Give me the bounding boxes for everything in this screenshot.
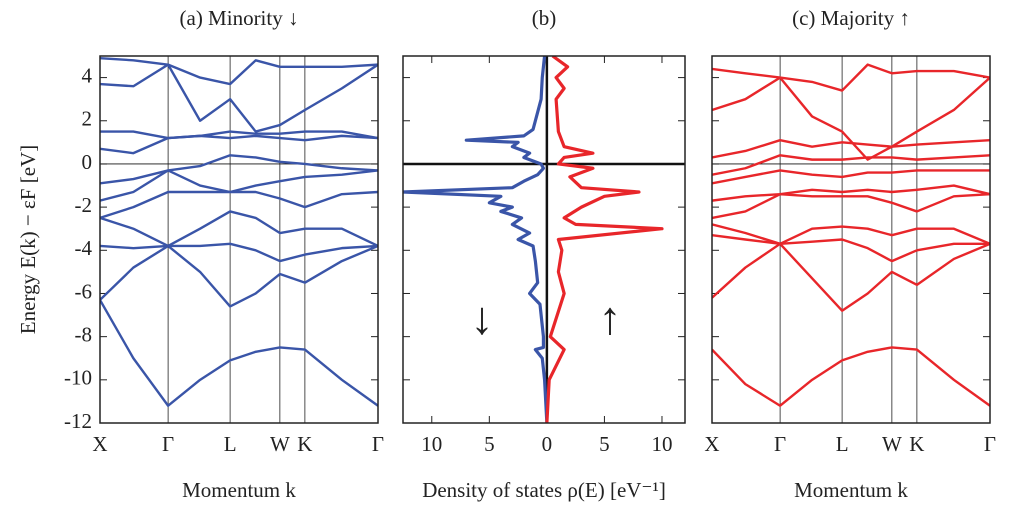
x-tick-label: 5 bbox=[599, 432, 610, 456]
band-line bbox=[100, 242, 378, 263]
band-line bbox=[100, 299, 378, 407]
band-line bbox=[100, 169, 378, 202]
band-line bbox=[712, 346, 990, 407]
plot-frame bbox=[402, 55, 686, 424]
y-tick-label: -8 bbox=[75, 322, 93, 346]
band-line bbox=[712, 169, 990, 185]
x-axis-label: Momentum k bbox=[794, 478, 908, 502]
band-line bbox=[712, 76, 990, 161]
x-tick-label: X bbox=[704, 432, 719, 456]
x-tick-label: Γ bbox=[162, 432, 174, 456]
x-tick-label: Γ bbox=[984, 432, 996, 456]
band-line bbox=[100, 190, 378, 220]
dos-line bbox=[403, 56, 549, 423]
x-tick-label: 0 bbox=[542, 432, 553, 456]
band-line bbox=[100, 134, 378, 155]
band-line bbox=[712, 138, 990, 159]
x-tick-label: 10 bbox=[421, 432, 442, 456]
panel-title: (c) Majority ↑ bbox=[792, 6, 910, 30]
band-line bbox=[100, 56, 378, 86]
y-tick-label: -10 bbox=[64, 366, 92, 390]
band-line bbox=[100, 244, 378, 308]
band-line bbox=[100, 130, 378, 140]
panel-title: (a) Minority ↓ bbox=[180, 6, 299, 30]
x-axis-label: Density of states ρ(E) [eV⁻¹] bbox=[422, 478, 666, 502]
band-line bbox=[712, 154, 990, 176]
x-axis-label: Momentum k bbox=[182, 478, 296, 502]
annotation: ↑ bbox=[599, 293, 622, 344]
band-line bbox=[100, 210, 378, 248]
annotation: ↓ bbox=[471, 293, 494, 344]
dos-line bbox=[545, 56, 664, 423]
x-tick-label: W bbox=[882, 432, 902, 456]
band-line bbox=[712, 63, 990, 92]
y-tick-label: 4 bbox=[82, 63, 93, 87]
band-line bbox=[100, 63, 378, 133]
x-tick-label: Γ bbox=[774, 432, 786, 456]
y-tick-label: -2 bbox=[75, 193, 93, 217]
y-tick-label: -6 bbox=[75, 279, 93, 303]
x-tick-label: K bbox=[909, 432, 924, 456]
x-tick-label: X bbox=[92, 432, 107, 456]
x-tick-label: 5 bbox=[484, 432, 495, 456]
y-axis-label: Energy E(k) − εF [eV] bbox=[16, 145, 40, 334]
band-line bbox=[712, 233, 990, 263]
plot-frame bbox=[99, 55, 379, 424]
x-tick-label: Γ bbox=[372, 432, 384, 456]
panel-title: (b) bbox=[532, 6, 557, 30]
x-tick-label: 10 bbox=[651, 432, 672, 456]
y-tick-label: -4 bbox=[75, 236, 93, 260]
y-tick-label: 0 bbox=[82, 150, 93, 174]
band-line bbox=[712, 192, 990, 220]
y-tick-label: -12 bbox=[64, 409, 92, 433]
band-line bbox=[712, 223, 990, 246]
x-tick-label: K bbox=[297, 432, 312, 456]
plot-frame bbox=[711, 55, 991, 424]
x-tick-label: W bbox=[270, 432, 290, 456]
x-tick-label: L bbox=[836, 432, 849, 456]
x-tick-label: L bbox=[224, 432, 237, 456]
band-line bbox=[712, 184, 990, 202]
y-tick-label: 2 bbox=[82, 107, 93, 131]
band-line bbox=[712, 242, 990, 312]
band-line bbox=[100, 154, 378, 185]
